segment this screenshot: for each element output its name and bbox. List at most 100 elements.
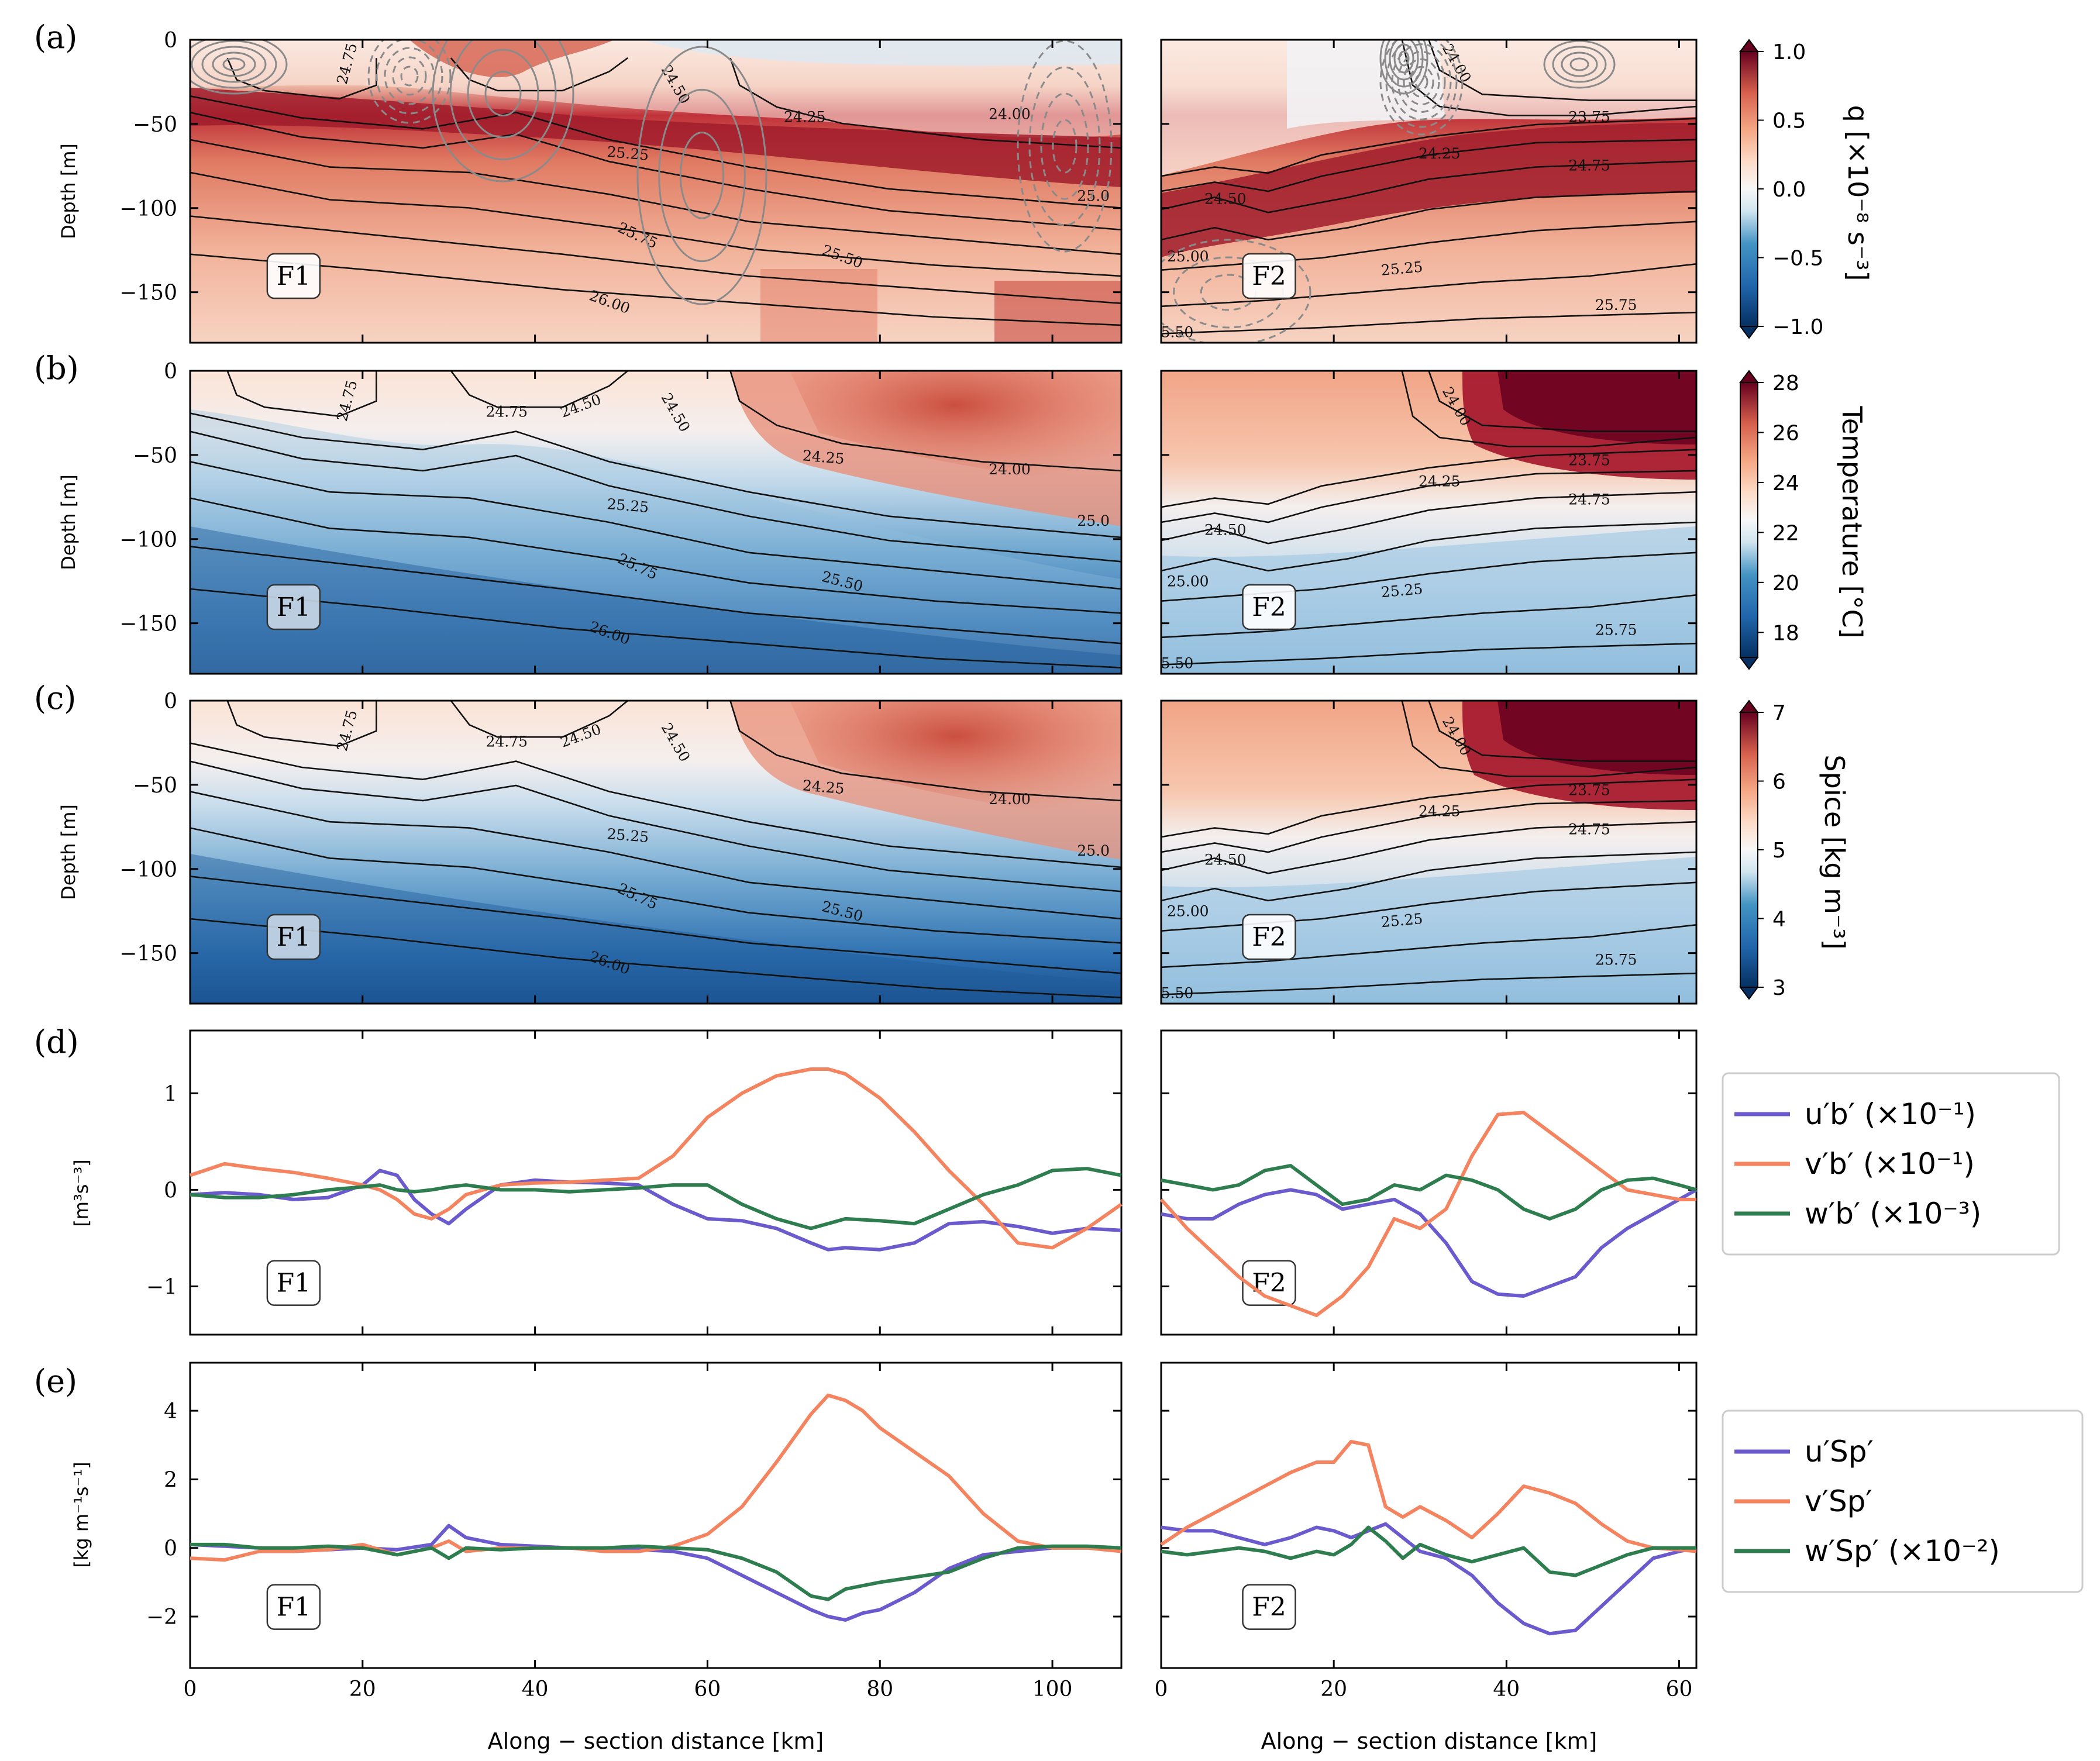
contour-line <box>190 139 1121 255</box>
gray-contour <box>1398 50 1410 67</box>
panel-letter-e: (e) <box>34 1363 77 1400</box>
colorbar-tick-label: 3 <box>1772 976 1786 1000</box>
contour-group <box>1161 701 1696 995</box>
gray-contour <box>222 57 246 71</box>
depth-label-b: Depth [m] <box>57 474 80 570</box>
contour-label: 23.75 <box>1568 452 1610 468</box>
contour-line <box>1161 449 1696 508</box>
series-u-d-f2 <box>1161 1188 1698 1298</box>
contour-label: 23.75 <box>1568 781 1610 798</box>
contour-line <box>1161 311 1696 335</box>
contour-label: 25.25 <box>607 495 650 516</box>
contour-label: 25.75 <box>1595 297 1637 313</box>
legend-d-u-label: u′b′ (×10⁻¹) <box>1805 1097 1976 1131</box>
contour-label: 24.25 <box>1419 803 1461 820</box>
contour-label: 25.0 <box>1077 187 1110 204</box>
panel-b-frame-1 <box>189 370 1123 675</box>
colorbar-tick-label: 20 <box>1772 571 1799 595</box>
gray-contour <box>1391 43 1452 120</box>
y-tick-label: 0 <box>164 29 177 53</box>
gray-contour <box>1389 40 1419 81</box>
contour-label: 25.00 <box>1167 903 1209 920</box>
panel-letter-a: (a) <box>34 19 77 56</box>
gray-contour <box>1379 40 1428 95</box>
colorbar-temperature: Temperature [°C] <box>1739 370 1868 670</box>
y-tick-label: 0 <box>164 1537 177 1561</box>
contour-label: 24.50 <box>1204 522 1247 539</box>
contour-label: 24.25 <box>802 777 845 797</box>
contour-label: 24.25 <box>1419 473 1461 490</box>
colorbar-tick-label: 4 <box>1772 908 1786 932</box>
y-tick-label: −50 <box>133 444 177 468</box>
contour-label: 25.25 <box>1381 259 1424 279</box>
contour-line <box>190 742 1121 869</box>
gray-contour <box>1414 73 1428 91</box>
gray-contour-group <box>1543 40 1616 89</box>
contour-line <box>190 827 1121 944</box>
gray-contour <box>1569 57 1589 71</box>
x-tick-label: 20 <box>1320 1677 1347 1701</box>
contour-line <box>190 461 1121 590</box>
y-tick-label: −150 <box>119 612 177 636</box>
legend-e-v-label: v′Sp′ <box>1805 1484 1872 1518</box>
contour-line <box>190 918 1121 998</box>
contour-label: 25.0 <box>1077 512 1110 529</box>
contour-line <box>1428 701 1696 762</box>
colorbar-tick-label: 28 <box>1772 371 1799 395</box>
series-w-d-f1 <box>190 1167 1122 1231</box>
contour-label: 25.25 <box>607 825 650 846</box>
xlabel-f2: Along − section distance [km] <box>1261 1728 1598 1754</box>
contour-line <box>226 701 377 747</box>
legend-d: u′b′ (×10⁻¹) v′b′ (×10⁻¹) w′b′ (×10⁻³) <box>1722 1072 2060 1256</box>
contour-label: 25.25 <box>1381 580 1424 601</box>
front-label-text: F2 <box>1252 922 1286 952</box>
depth-label-c: Depth [m] <box>57 804 80 900</box>
front-label-box <box>1242 584 1296 630</box>
front-label-box <box>266 1584 321 1630</box>
contour-line <box>1161 491 1696 545</box>
colorbar-tick-label: 0.0 <box>1772 178 1806 202</box>
gray-contour <box>1040 92 1089 200</box>
panel-c-frame-1 <box>189 699 1123 1005</box>
x-tick-label: 40 <box>1493 1677 1520 1701</box>
contour-label: 25.75 <box>1595 621 1637 638</box>
contour-label: 5.50 <box>1161 654 1194 671</box>
gray-contour <box>1552 46 1607 83</box>
contour-line <box>1428 40 1696 101</box>
gray-contour-group <box>1017 40 1113 253</box>
contour-label: 24.00 <box>989 106 1031 123</box>
colorbar-tick-label: 18 <box>1772 621 1799 645</box>
colorbar-ticks: 1.0 0.5 0.0 −0.5 −1.0 28 26 24 22 20 18 7 6 5 4 3 <box>1758 40 1823 1000</box>
x-tick-label: 60 <box>1666 1677 1693 1701</box>
xlabel-f1: Along − section distance [km] <box>488 1728 824 1754</box>
contour-line <box>1161 799 1696 853</box>
x-tick-label: 100 <box>1032 1677 1073 1701</box>
contour-line <box>450 701 629 738</box>
gray-contour <box>1052 119 1077 174</box>
legend-e-w-label: w′Sp′ (×10⁻²) <box>1805 1534 2000 1568</box>
contour-line <box>729 701 1121 802</box>
front-label-text: F1 <box>277 922 311 952</box>
gray-contour <box>484 71 522 116</box>
y-tick-label: −1 <box>146 1275 177 1299</box>
series-v-e-f2 <box>1160 1439 1697 1553</box>
contour-label: 24.75 <box>1568 491 1610 508</box>
colorbar-tick-label: 22 <box>1772 521 1799 545</box>
contour-line <box>226 371 377 418</box>
contour-label: 24.75 <box>486 404 528 421</box>
x-tick-label: 40 <box>522 1677 549 1701</box>
y-tick-label: −150 <box>119 942 177 966</box>
panel-b-f1-field <box>190 371 1121 674</box>
contour-line <box>190 253 1121 326</box>
panel-c-f2-field <box>1161 701 1696 1004</box>
panel-letter-d: (d) <box>34 1023 79 1060</box>
contour-label: 24.75 <box>1568 157 1610 174</box>
colorbar-temperature-label: Temperature [°C] <box>1836 405 1868 638</box>
colorbar-tick-label: 24 <box>1772 471 1799 495</box>
gray-contour-group <box>190 40 288 95</box>
x-tick-label: 0 <box>1155 1677 1168 1701</box>
legend-e-u-label: u′Sp′ <box>1805 1435 1874 1469</box>
front-label-text: F1 <box>277 592 311 622</box>
front-label-text: F2 <box>1252 1269 1286 1298</box>
y-tick-label: −100 <box>119 528 177 552</box>
